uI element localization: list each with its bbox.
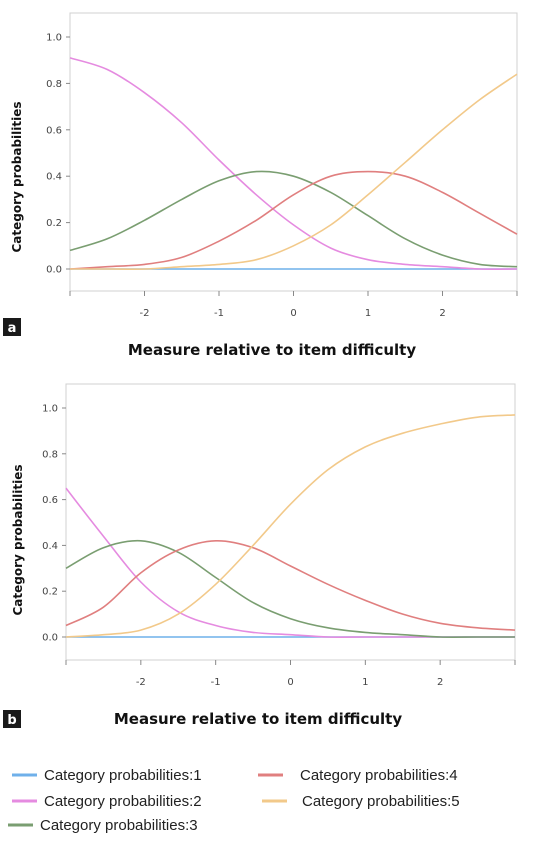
x-axis-label: Measure relative to item difficulty bbox=[114, 710, 402, 728]
legend: Category probabilities:1 Category probab… bbox=[8, 767, 460, 834]
legend-label: Category probabilities:1 bbox=[44, 767, 202, 784]
y-axis: 0.0 0.2 0.4 0.6 0.8 1.0 bbox=[46, 33, 70, 276]
y-tick-label: 0.2 bbox=[46, 218, 62, 229]
y-tick-label: 0.8 bbox=[42, 449, 58, 460]
series-line bbox=[70, 73, 518, 270]
y-tick-label: 0.4 bbox=[42, 541, 58, 552]
x-tick-label: 1 bbox=[365, 308, 371, 319]
legend-label: Category probabilities:3 bbox=[40, 817, 198, 834]
y-tick-label: 0.2 bbox=[42, 587, 58, 598]
x-axis: -2 -1 0 1 2 bbox=[69, 291, 518, 319]
y-tick-label: 0.0 bbox=[42, 633, 58, 644]
y-tick-label: 0.0 bbox=[46, 265, 62, 276]
y-tick-label: 0.6 bbox=[46, 125, 62, 136]
x-axis: -2 -1 0 1 2 bbox=[65, 660, 516, 688]
series-line bbox=[65, 539, 515, 638]
legend-item: Category probabilities:3 bbox=[8, 817, 198, 834]
y-tick-label: 1.0 bbox=[42, 404, 58, 415]
panel-tag-a bbox=[3, 318, 21, 336]
y-axis: 0.0 0.2 0.4 0.6 0.8 1.0 bbox=[42, 404, 66, 644]
y-axis-label: Category probabilities bbox=[11, 464, 25, 615]
x-tick-label: -1 bbox=[211, 677, 221, 688]
series-line bbox=[69, 57, 518, 270]
panel-tag-b bbox=[3, 710, 21, 728]
legend-label: Category probabilities:2 bbox=[44, 793, 202, 810]
y-axis-label: Category probabilities bbox=[10, 101, 24, 252]
chart-panel-a: 0.0 0.2 0.4 0.6 0.8 1.0 -2 -1 0 1 2 Category prob… bbox=[3, 12, 518, 359]
x-axis-label: Measure relative to item difficulty bbox=[128, 341, 416, 359]
x-tick-label: -2 bbox=[136, 677, 146, 688]
y-tick-label: 1.0 bbox=[46, 33, 62, 44]
legend-item: Category probabilities:4 bbox=[258, 767, 458, 784]
legend-item: Category probabilities:2 bbox=[12, 793, 202, 810]
series-line bbox=[69, 170, 518, 270]
x-tick-label: 2 bbox=[439, 308, 445, 319]
x-tick-label: 0 bbox=[287, 677, 293, 688]
legend-label: Category probabilities:5 bbox=[302, 793, 460, 810]
x-tick-label: 2 bbox=[437, 677, 443, 688]
x-tick-label: 1 bbox=[362, 677, 368, 688]
series-lines bbox=[65, 414, 516, 638]
chart-panel-b: 0.0 0.2 0.4 0.6 0.8 1.0 -2 -1 0 1 2 Category prob… bbox=[3, 383, 516, 728]
legend-label: Category probabilities:4 bbox=[300, 767, 458, 784]
panel-label-b: b bbox=[7, 713, 16, 728]
legend-item: Category probabilities:5 bbox=[262, 793, 460, 810]
series-line bbox=[65, 539, 516, 631]
series-line bbox=[69, 170, 518, 268]
y-tick-label: 0.4 bbox=[46, 172, 62, 183]
x-tick-label: -2 bbox=[140, 308, 150, 319]
y-tick-label: 0.8 bbox=[46, 79, 62, 90]
x-tick-label: -1 bbox=[214, 308, 224, 319]
series-lines bbox=[69, 57, 518, 270]
series-line bbox=[65, 414, 516, 638]
x-tick-label: 0 bbox=[290, 308, 296, 319]
panel-label-a: a bbox=[8, 321, 17, 336]
legend-item: Category probabilities:1 bbox=[12, 767, 202, 784]
y-tick-label: 0.6 bbox=[42, 495, 58, 506]
